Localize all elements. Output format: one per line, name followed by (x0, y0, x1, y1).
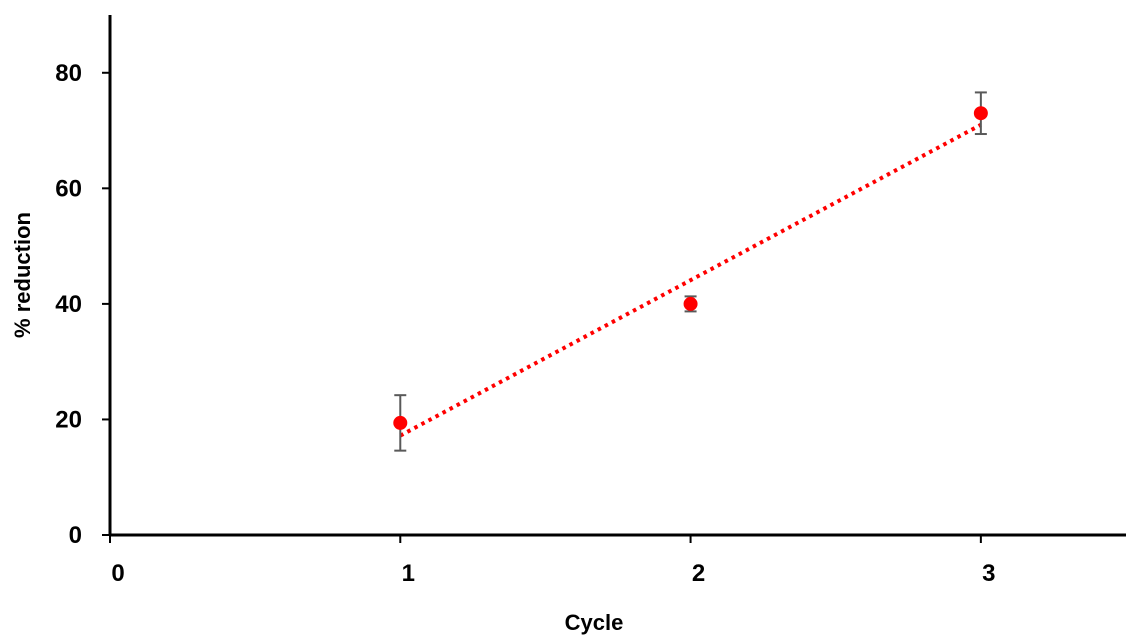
y-tick-label: 80 (55, 60, 82, 87)
data-point-layer (393, 106, 988, 430)
data-point (393, 415, 408, 430)
axes: 0 20 40 60 80 0 1 2 3 (55, 15, 1126, 587)
y-tick-label: 20 (55, 406, 82, 433)
y-ticks: 0 20 40 60 80 (55, 60, 110, 549)
y-tick-label: 40 (55, 291, 82, 318)
x-ticks: 0 1 2 3 (109, 535, 996, 587)
linear-trendline (399, 123, 982, 438)
x-tick-label: 2 (692, 560, 705, 587)
y-tick-label: 60 (55, 175, 82, 202)
y-axis-title: % reduction (10, 212, 35, 338)
y-tick-label: 0 (69, 522, 82, 549)
x-tick-label: 0 (111, 560, 124, 587)
x-tick-label: 1 (402, 560, 415, 587)
x-axis-title: Cycle (565, 610, 624, 635)
trendline-layer (399, 123, 982, 438)
x-tick-label: 3 (982, 560, 995, 587)
error-bar-layer (394, 91, 987, 452)
data-point (683, 296, 698, 311)
data-point (973, 106, 988, 121)
